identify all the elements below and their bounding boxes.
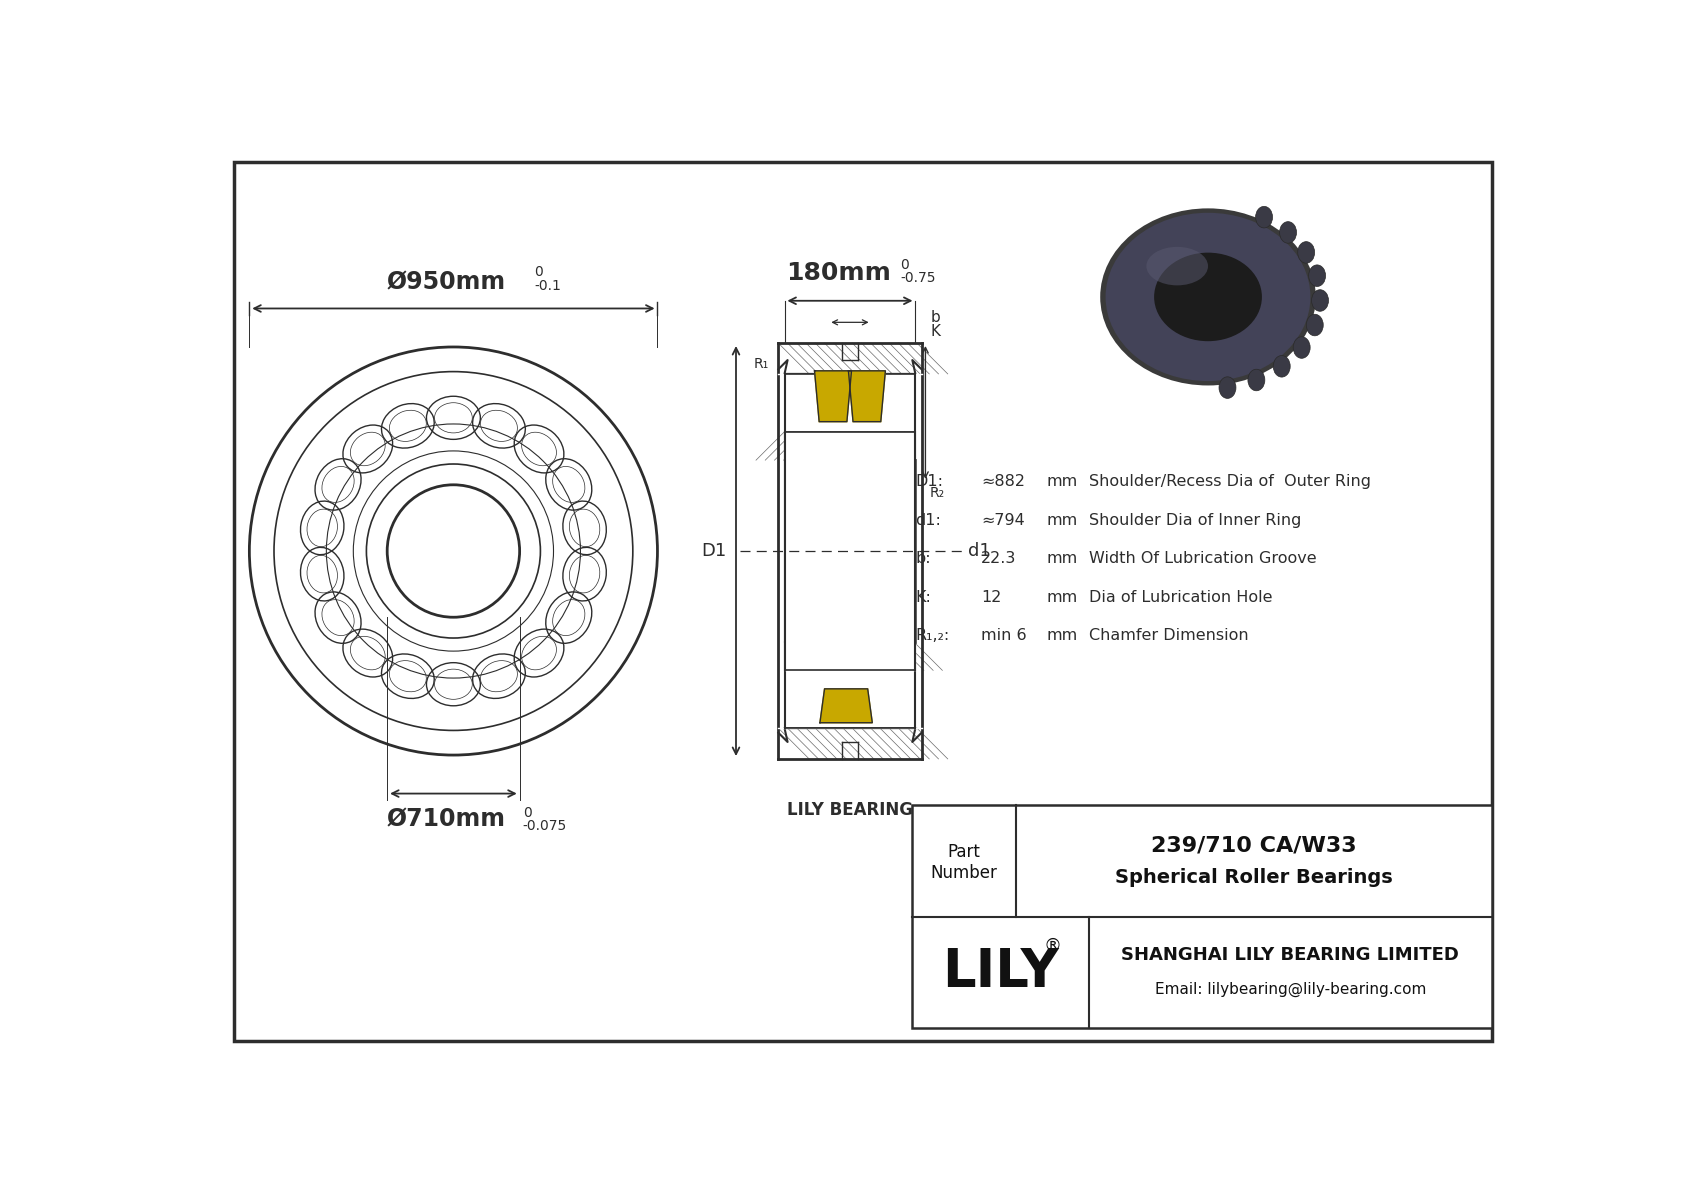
Text: R₁: R₁ [754, 357, 770, 370]
Text: -0.75: -0.75 [899, 272, 936, 286]
Ellipse shape [1298, 242, 1315, 263]
Text: Email: lilybearing@lily-bearing.com: Email: lilybearing@lily-bearing.com [1155, 981, 1426, 997]
Text: 180mm: 180mm [786, 261, 891, 286]
Ellipse shape [1280, 222, 1297, 243]
Text: K:: K: [916, 590, 931, 605]
Ellipse shape [1106, 213, 1310, 381]
Text: b:: b: [916, 551, 931, 566]
Text: d1:: d1: [916, 512, 941, 528]
Text: 239/710 CA/W33: 239/710 CA/W33 [1150, 835, 1357, 855]
Ellipse shape [1100, 208, 1315, 386]
Text: LILY BEARING: LILY BEARING [786, 802, 913, 819]
Text: Chamfer Dimension: Chamfer Dimension [1088, 628, 1248, 643]
Text: b: b [931, 310, 941, 325]
Ellipse shape [1248, 369, 1265, 391]
Ellipse shape [1293, 337, 1310, 358]
Text: -0.075: -0.075 [522, 819, 568, 833]
Text: 22.3: 22.3 [980, 551, 1015, 566]
Text: K: K [931, 324, 941, 339]
Ellipse shape [1147, 247, 1207, 286]
Text: -0.1: -0.1 [534, 279, 561, 293]
Ellipse shape [1219, 376, 1236, 399]
Text: Shoulder Dia of Inner Ring: Shoulder Dia of Inner Ring [1088, 512, 1302, 528]
Text: Width Of Lubrication Groove: Width Of Lubrication Groove [1088, 551, 1317, 566]
Text: Spherical Roller Bearings: Spherical Roller Bearings [1115, 868, 1393, 887]
Text: 12: 12 [980, 590, 1002, 605]
Text: ®: ® [1044, 936, 1061, 954]
Text: mm: mm [1046, 551, 1078, 566]
Text: D1:: D1: [916, 474, 943, 490]
Text: Ø710mm: Ø710mm [386, 807, 505, 831]
Text: 0: 0 [899, 257, 909, 272]
Text: Number: Number [931, 863, 997, 881]
Text: Ø950mm: Ø950mm [386, 270, 505, 294]
Ellipse shape [1308, 264, 1325, 287]
Ellipse shape [1154, 252, 1261, 341]
Text: mm: mm [1046, 474, 1078, 490]
Ellipse shape [1273, 356, 1290, 378]
Ellipse shape [1157, 255, 1260, 339]
Text: R₁,₂:: R₁,₂: [916, 628, 950, 643]
Text: Shoulder/Recess Dia of  Outer Ring: Shoulder/Recess Dia of Outer Ring [1088, 474, 1371, 490]
Text: mm: mm [1046, 512, 1078, 528]
Text: Dia of Lubrication Hole: Dia of Lubrication Hole [1088, 590, 1271, 605]
Text: d1: d1 [968, 542, 990, 560]
Polygon shape [849, 370, 886, 422]
Text: ≈794: ≈794 [980, 512, 1024, 528]
Text: 0: 0 [534, 266, 542, 279]
Ellipse shape [1307, 314, 1324, 336]
Text: SHANGHAI LILY BEARING LIMITED: SHANGHAI LILY BEARING LIMITED [1122, 947, 1460, 965]
Text: Part: Part [948, 842, 980, 861]
Polygon shape [815, 370, 852, 422]
Text: ≈882: ≈882 [980, 474, 1026, 490]
Text: mm: mm [1046, 628, 1078, 643]
Text: LILY: LILY [941, 946, 1059, 998]
Bar [911, 805, 1492, 1028]
Text: mm: mm [1046, 590, 1078, 605]
Ellipse shape [1256, 206, 1273, 227]
Text: min 6: min 6 [980, 628, 1027, 643]
Text: R₂: R₂ [930, 486, 945, 499]
Polygon shape [820, 688, 872, 723]
Text: 0: 0 [522, 806, 532, 819]
Ellipse shape [1312, 289, 1329, 311]
Text: D1: D1 [702, 542, 727, 560]
